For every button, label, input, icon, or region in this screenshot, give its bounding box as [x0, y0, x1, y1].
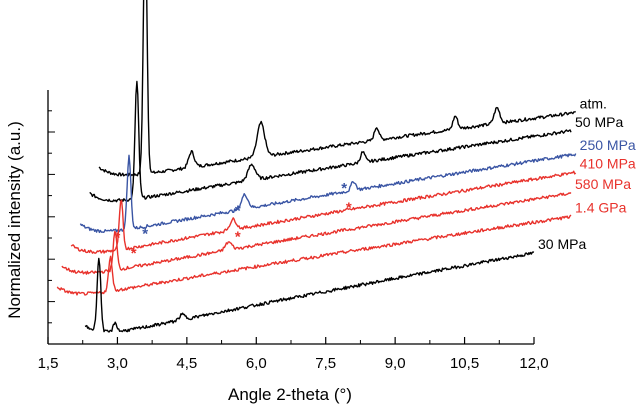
series-line: [70, 170, 577, 254]
series-labels: atm. 50 MPa 250 MPa 410 MPa 580 MPa 1.4 GPa 30…: [538, 96, 636, 252]
annotation-asterisk: *: [115, 230, 121, 247]
series-label: 250 MPa: [580, 137, 636, 153]
series-label: 580 MPa: [575, 176, 631, 192]
series-label: atm.: [580, 96, 607, 112]
series-line: [56, 214, 572, 296]
x-tick-label: 4,5: [176, 355, 197, 372]
axes: 1,5 3,0 4,5 6,0 7,5 9,0 10,5 12,0: [38, 90, 549, 372]
x-tick-label: 3,0: [107, 355, 128, 372]
traces: [56, 0, 577, 333]
annotation-asterisk: *: [346, 200, 352, 217]
x-tick-label: 7,5: [315, 355, 336, 372]
x-tick-label: 10,5: [450, 355, 479, 372]
series-label: 1.4 GPa: [575, 200, 627, 216]
annotation-asterisk: *: [235, 228, 241, 245]
series-label: 30 MPa: [538, 236, 586, 252]
y-axis-label: Normalized intensity (a.u.): [5, 121, 24, 318]
x-tick-label: 12,0: [519, 355, 548, 372]
series-line: [61, 191, 572, 275]
series-line: [79, 153, 577, 234]
series-line: [89, 80, 572, 203]
series-line: [98, 0, 576, 177]
series-label: 410 MPa: [580, 155, 636, 171]
annotation-asterisk: *: [131, 245, 137, 262]
series-label: 50 MPa: [575, 114, 623, 130]
annotation-marks: * * * * * * *: [115, 180, 352, 262]
x-tick-label: 6,0: [246, 355, 267, 372]
x-axis-label: Angle 2-theta (°): [228, 385, 352, 404]
annotation-asterisk: *: [235, 202, 241, 219]
x-tick-label: 9,0: [385, 355, 406, 372]
x-tick-label: 1,5: [38, 355, 59, 372]
series-line: [84, 251, 535, 333]
annotation-asterisk: *: [142, 226, 148, 243]
annotation-asterisk: *: [341, 180, 347, 197]
